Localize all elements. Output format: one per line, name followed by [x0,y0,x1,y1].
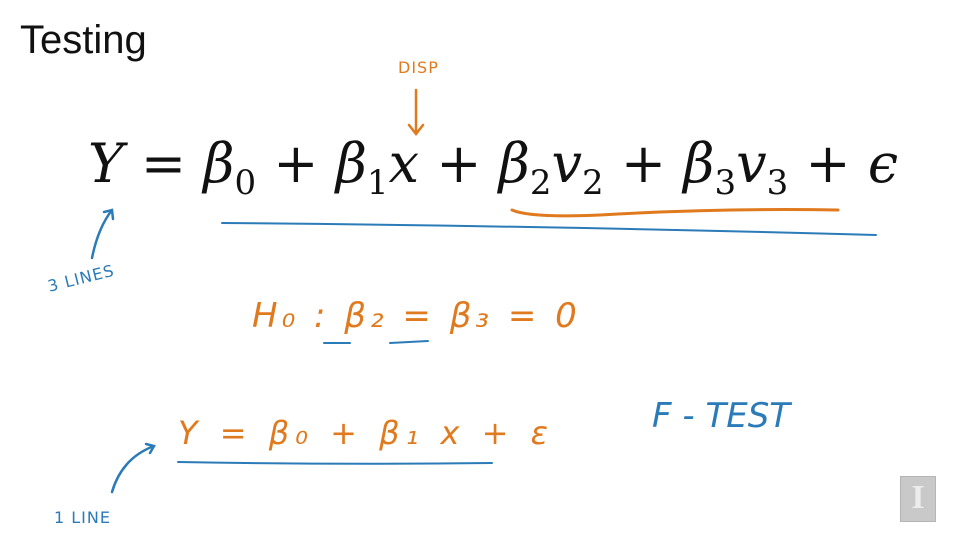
eq-equals: = [140,132,187,195]
reduced-model-underline [177,461,493,465]
eq-beta2-sub: 2 [529,162,552,203]
eq-response: Y [88,132,124,195]
beta3-underline [389,340,429,344]
f-test-note: F - TEST [652,396,791,436]
eq-beta3: β [683,132,715,195]
logo-glyph-icon: I [911,479,925,516]
eq-plus-1: + [273,132,319,195]
eq-x: x [388,132,420,195]
eq-v3-sub: 3 [766,162,789,203]
eq-v3: v [736,132,767,195]
slide-title: Testing [20,18,147,62]
eq-v2: v [551,132,582,195]
eq-plus-3: + [620,132,667,195]
three-lines-arrow [90,208,115,260]
eq-beta0-sub: 0 [234,162,257,203]
one-line-note: 1 LINE [54,508,111,527]
eq-error: ϵ [867,132,899,195]
null-hypothesis: H₀ : β₂ = β₃ = 0 [252,296,581,336]
eq-beta1: β [335,132,367,195]
orange-underline [510,208,840,218]
eq-beta0: β [203,132,235,195]
disp-note: DISP [398,58,439,77]
eq-beta2: β [498,132,530,195]
blue-underline [221,222,877,236]
one-line-arrow [110,442,156,494]
eq-beta1-sub: 1 [366,162,389,203]
eq-plus-4: + [805,132,851,195]
eq-beta3-sub: 3 [714,162,737,203]
regression-equation: Y = β0 + β1x + β2v2 + β3v3 + ϵ [88,132,918,203]
reduced-model: Y = β₀ + β₁ x + ε [178,414,554,452]
logo: I [900,476,936,522]
eq-plus-2: + [436,132,482,195]
disp-arrow [407,88,425,137]
eq-v2-sub: 2 [582,162,604,203]
